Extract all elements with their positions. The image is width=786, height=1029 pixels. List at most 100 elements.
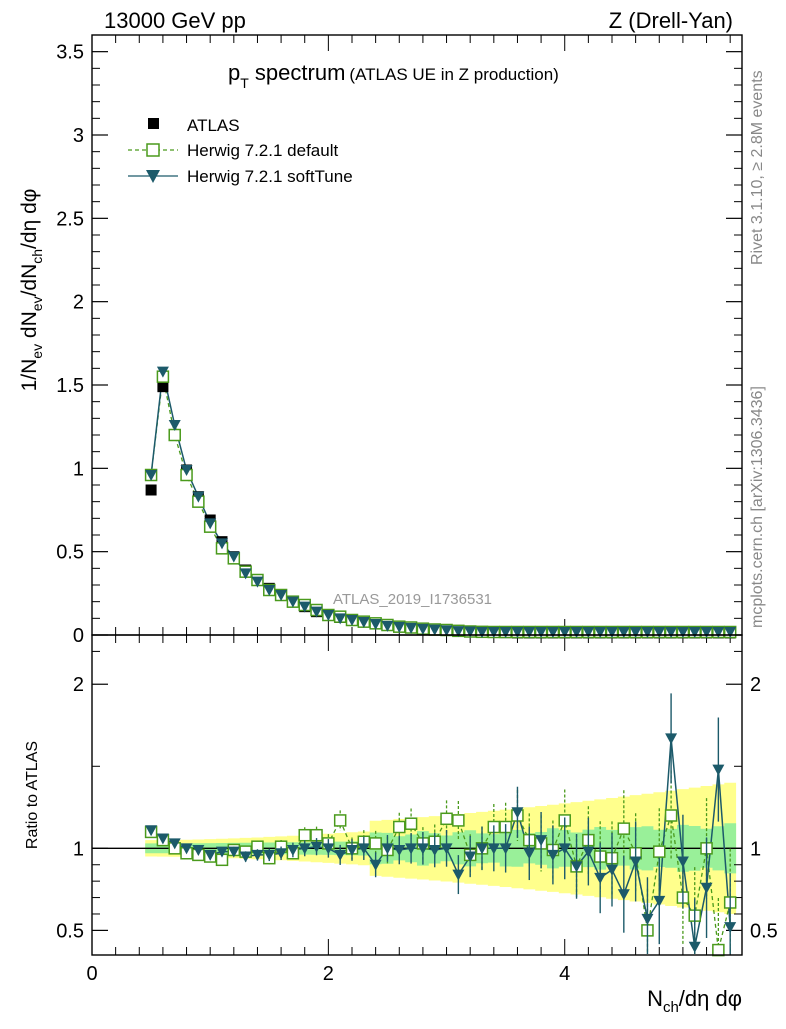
ratio-point-herwig-softtune: [275, 848, 288, 860]
y-label-part: /dN: [18, 264, 41, 297]
x-label-sub: ch: [663, 999, 679, 1016]
ratio-point-herwig-default: [404, 817, 418, 830]
legend-default-label: Herwig 7.2.1 default: [187, 141, 338, 160]
data-point-herwig-softtune: [381, 620, 394, 632]
ratio-point-herwig-softtune: [558, 843, 571, 855]
data-point-herwig-softtune: [724, 627, 737, 638]
process-label: Z (Drell-Yan): [609, 8, 733, 33]
ratio-point-herwig-softtune: [239, 851, 252, 863]
ratio-point-herwig-softtune: [582, 846, 595, 858]
ratio-point-herwig-softtune: [286, 844, 299, 856]
legend-softtune-label: Herwig 7.2.1 softTune: [187, 167, 353, 186]
title-main: p: [228, 60, 240, 85]
ratio-point-herwig-softtune: [393, 844, 406, 856]
data-point-herwig-default: [168, 428, 181, 442]
data-point-herwig-softtune: [440, 625, 453, 637]
x-tick-label: 2: [323, 963, 334, 985]
title-main-rest: spectrum: [249, 60, 346, 85]
data-point-herwig-softtune: [168, 420, 181, 431]
ratio-point-herwig-softtune: [464, 851, 477, 863]
data-point-herwig-softtune: [617, 627, 630, 638]
title-subscript: T: [240, 75, 249, 91]
ratio-point-herwig-softtune: [476, 843, 488, 855]
data-point-herwig-softtune: [511, 627, 524, 638]
y-label-part: /dη dφ: [18, 189, 41, 249]
ratio-point-herwig-softtune: [712, 764, 725, 776]
y-label-part: 1/N: [18, 359, 41, 392]
data-point-herwig-softtune: [629, 627, 642, 638]
ratio-y-tick-label: 2: [73, 674, 84, 696]
data-point-herwig-softtune: [558, 627, 571, 638]
data-point-herwig-softtune: [546, 627, 559, 638]
ratio-point-herwig-softtune: [641, 913, 654, 925]
data-point-herwig-softtune: [204, 518, 217, 530]
ratio-point-herwig-softtune: [629, 856, 642, 868]
data-point-herwig-softtune: [594, 627, 607, 638]
ratio-y-tick-label-right: 1: [750, 838, 761, 860]
ratio-point-herwig-softtune: [192, 844, 205, 856]
data-point-herwig-softtune: [712, 627, 725, 638]
data-point-herwig-softtune: [310, 606, 323, 618]
y-label-sub: ch: [29, 249, 45, 264]
y-tick-label: 0.5: [56, 542, 84, 564]
ratio-point-herwig-default: [653, 845, 666, 858]
data-point-herwig-softtune: [676, 627, 689, 638]
data-point-herwig-softtune: [298, 601, 311, 613]
ratio-point-herwig-softtune: [665, 733, 678, 745]
ratio-point-herwig-softtune: [381, 843, 394, 855]
mcplots-label: mcplots.cern.ch [arXiv:1306.3436]: [749, 386, 766, 628]
ratio-point-herwig-default: [440, 812, 453, 826]
data-point-herwig-softtune: [700, 627, 713, 638]
y-tick-label: 0: [73, 625, 84, 647]
ratio-point-herwig-softtune: [156, 833, 169, 845]
ratio-point-herwig-default: [369, 837, 382, 850]
data-point-herwig-softtune: [606, 627, 618, 638]
ratio-point-herwig-default: [664, 809, 678, 822]
data-point-herwig-softtune: [487, 627, 500, 638]
ratio-point-herwig-softtune: [145, 825, 158, 837]
ratio-point-herwig-softtune: [570, 861, 583, 873]
ratio-point-herwig-softtune: [180, 843, 193, 855]
data-point-herwig-softtune: [180, 465, 193, 476]
ratio-y-tick-label-right: 0.5: [750, 920, 778, 942]
data-point-herwig-softtune: [369, 619, 382, 630]
legend-softtune-marker: [146, 170, 160, 183]
ratio-point-herwig-default: [333, 814, 347, 827]
ratio-point-herwig-softtune: [216, 846, 228, 858]
ratio-point-herwig-softtune: [263, 849, 276, 861]
ratio-point-herwig-softtune: [700, 882, 713, 894]
ratio-point-herwig-softtune: [227, 846, 240, 858]
data-point-atlas: [145, 484, 157, 496]
plot-title: pT spectrum (ATLAS UE in Z production): [228, 60, 559, 91]
legend: ATLAS Herwig 7.2.1 default Herwig 7.2.1 …: [128, 116, 353, 186]
ratio-point-herwig-softtune: [369, 859, 382, 871]
ratio-point-herwig-softtune: [688, 941, 701, 953]
ratio-point-herwig-default: [452, 814, 465, 827]
data-point-herwig-softtune: [582, 627, 595, 638]
analysis-watermark: ATLAS_2019_I1736531: [333, 591, 492, 608]
ratio-panel-frame: [91, 634, 743, 956]
y-tick-label: 2: [73, 292, 84, 314]
data-point-herwig-softtune: [145, 470, 158, 481]
data-point-herwig-softtune: [665, 627, 678, 638]
ratio-point-herwig-softtune: [653, 895, 666, 907]
ratio-point-herwig-softtune: [676, 856, 689, 868]
rivet-version-label: Rivet 3.1.10, ≥ 2.8M events: [749, 70, 766, 265]
data-point-herwig-softtune: [393, 621, 406, 633]
data-point-herwig-softtune: [688, 627, 701, 638]
ratio-point-herwig-softtune: [523, 848, 536, 860]
x-tick-label: 0: [86, 963, 97, 985]
data-point-herwig-softtune: [239, 568, 252, 580]
data-point-herwig-softtune: [452, 626, 465, 638]
data-point-herwig-softtune: [192, 491, 205, 503]
data-point-herwig-softtune: [322, 610, 335, 621]
data-point-herwig-softtune: [251, 576, 264, 588]
y-tick-label: 2.5: [56, 208, 84, 230]
data-point-herwig-softtune: [334, 613, 347, 625]
ratio-point-herwig-softtune: [511, 807, 524, 819]
data-point-herwig-softtune: [416, 623, 429, 635]
ratio-point-herwig-default: [393, 820, 406, 834]
data-point-herwig-softtune: [570, 627, 583, 638]
data-point-herwig-softtune: [156, 366, 169, 378]
